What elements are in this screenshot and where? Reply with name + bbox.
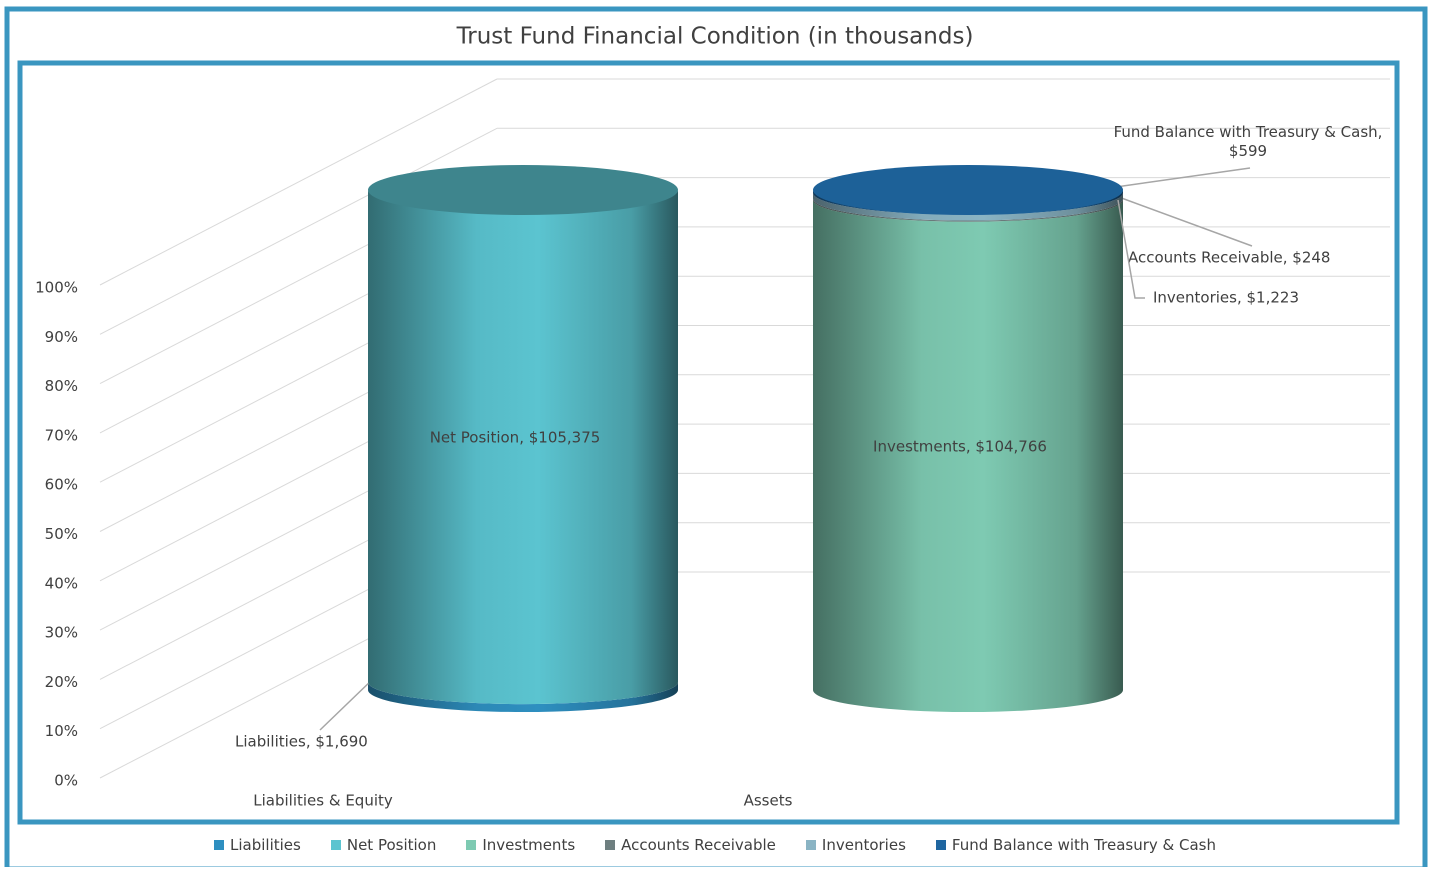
- data-label: Investments, $104,766: [873, 437, 1047, 455]
- legend-item: Investments: [466, 836, 575, 854]
- cylinder-top: [368, 165, 678, 215]
- data-label: Inventories, $1,223: [1153, 289, 1299, 307]
- y-tick-label: 30%: [45, 624, 78, 642]
- cylinder-top: [813, 165, 1123, 215]
- legend-label: Inventories: [821, 836, 906, 854]
- y-tick-label: 70%: [45, 426, 78, 444]
- cylinder-segment: [813, 199, 1123, 712]
- y-tick-label: 20%: [45, 673, 78, 691]
- leader-line: [1115, 195, 1253, 247]
- legend-item: Accounts Receivable: [605, 836, 776, 854]
- grid-line: [99, 78, 498, 286]
- y-tick-label: 60%: [45, 476, 78, 494]
- cylinder-segment: [813, 192, 1123, 221]
- leader-line: [1115, 167, 1251, 188]
- cylinder-segment: [368, 190, 678, 705]
- y-tick-label: 80%: [45, 377, 78, 395]
- y-tick-label: 10%: [45, 722, 78, 740]
- legend-item: Liabilities: [214, 836, 301, 854]
- y-tick-label: 90%: [45, 328, 78, 346]
- grid-line: [99, 127, 498, 335]
- y-tick-label: 40%: [45, 574, 78, 592]
- data-label: Net Position, $105,375: [430, 429, 601, 447]
- cylinder-segment: [368, 682, 678, 712]
- legend-item: Inventories: [805, 836, 906, 854]
- legend-swatch: [605, 840, 616, 850]
- legend-swatch: [935, 840, 946, 850]
- chart-title: Trust Fund Financial Condition (in thous…: [456, 24, 974, 50]
- legend-swatch: [330, 840, 341, 850]
- data-label: Accounts Receivable, $248: [1128, 249, 1330, 267]
- leader-line: [319, 676, 376, 731]
- data-label: Fund Balance with Treasury & Cash, $599: [1113, 123, 1383, 160]
- legend-swatch: [214, 840, 224, 850]
- data-label: Liabilities, $1,690: [235, 733, 368, 751]
- y-tick-label: 100%: [35, 279, 78, 297]
- x-tick-label: Assets: [744, 792, 793, 810]
- leader-line: [1117, 199, 1145, 299]
- x-tick-label: Liabilities & Equity: [253, 792, 393, 810]
- legend-label: Net Position: [346, 836, 437, 854]
- legend-item: Fund Balance with Treasury & Cash: [935, 836, 1216, 854]
- y-tick-label: 0%: [54, 772, 78, 790]
- legend-label: Fund Balance with Treasury & Cash: [951, 836, 1216, 854]
- legend-item: Net Position: [330, 836, 437, 854]
- data-label: Fund Balance with Treasury & Cash, $599: [1113, 123, 1383, 160]
- legend-swatch: [466, 840, 477, 850]
- legend-label: Liabilities: [230, 836, 301, 854]
- legend: Liabilities Net Position Investments Accoun…: [0, 836, 1430, 854]
- legend-label: Investments: [482, 836, 576, 854]
- plot-frame: [17, 60, 1400, 825]
- legend-swatch: [805, 840, 816, 850]
- legend-label: Accounts Receivable: [621, 836, 776, 854]
- y-tick-label: 50%: [45, 525, 78, 543]
